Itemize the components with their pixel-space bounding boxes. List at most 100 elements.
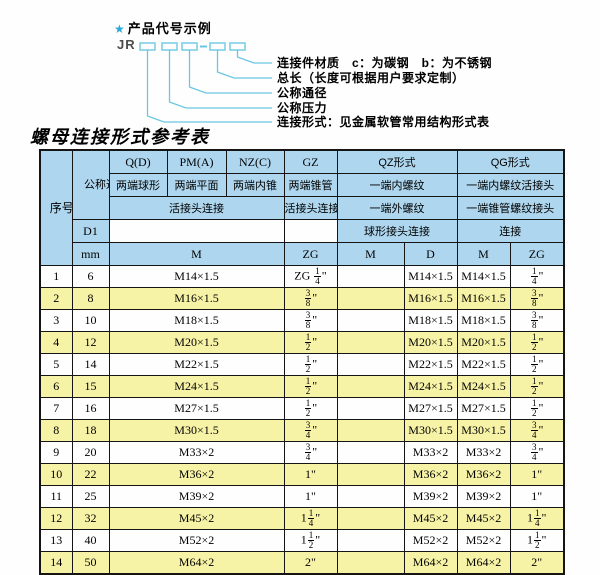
- qg-m-cell: M18×1.5: [456, 309, 511, 332]
- qz-d-cell: M27×1.5: [403, 397, 458, 420]
- qg-zg-cell: 1 1 2 ": [509, 529, 565, 552]
- qg-m-cell: M36×2: [456, 463, 511, 486]
- header-qg-desc: 一端内螺纹活接头: [456, 173, 565, 197]
- qg-m-cell: M22×1.5: [456, 353, 511, 376]
- m-cell: M33×2: [108, 441, 285, 464]
- callout-line-material: [236, 50, 272, 64]
- seq-cell: 7: [39, 397, 73, 420]
- seq-cell: 4: [39, 331, 73, 354]
- qg-m-cell: M30×1.5: [456, 419, 511, 442]
- header-q-desc: 两端球形: [108, 173, 168, 197]
- header-qg-row4: 连接: [456, 219, 565, 243]
- qz-m-cell: [336, 419, 405, 442]
- gz-cell: 3 4 ": [283, 441, 338, 464]
- table-row: 7 16 M27×1.5 1 2 " M27×1.5 M27×1.5 1 2 ": [39, 397, 565, 420]
- code-box: [161, 42, 178, 51]
- qz-d-cell: M33×2: [403, 441, 458, 464]
- dn-cell: 50: [71, 551, 110, 575]
- qz-d-cell: M24×1.5: [403, 375, 458, 398]
- code-box: [139, 42, 156, 51]
- star-icon: ★: [114, 22, 126, 36]
- qz-m-cell: [336, 353, 405, 376]
- callout-line-length: [216, 50, 272, 79]
- qz-d-cell: M39×2: [403, 485, 458, 508]
- header-qg-code: QG形式: [456, 149, 565, 174]
- empty-cell: [108, 219, 285, 243]
- dn-cell: 8: [71, 287, 110, 310]
- qg-m-cell: M64×2: [456, 551, 511, 575]
- qg-m-cell: M39×2: [456, 485, 511, 508]
- header-q-code: Q(D): [108, 149, 168, 174]
- qz-m-cell: [336, 331, 405, 354]
- qg-zg-cell: 1": [509, 463, 565, 486]
- callout-label-length: 总长（长度可根据用户要求定制）: [277, 71, 465, 85]
- table-row: 10 22 M36×2 1" M36×2 M36×2 1": [39, 463, 565, 486]
- m-cell: M14×1.5: [108, 265, 285, 288]
- gz-cell: 3 8 ": [283, 309, 338, 332]
- qz-d-cell: M14×1.5: [403, 265, 458, 288]
- gz-cell: ZG 1 4 ": [283, 265, 338, 288]
- table-row: 12 32 M45×2 1 1 4 " M45×2 M45×2 1 1 4 ": [39, 507, 565, 530]
- m-cell: M36×2: [108, 463, 285, 486]
- qz-m-cell: [336, 309, 405, 332]
- header-gz-unit: ZG: [283, 242, 338, 266]
- gz-cell: 3 8 ": [283, 287, 338, 310]
- dn-cell: 16: [71, 397, 110, 420]
- qg-zg-cell: 1": [509, 485, 565, 508]
- qg-zg-cell: 1 2 ": [509, 397, 565, 420]
- qz-d-cell: M64×2: [403, 551, 458, 575]
- qz-m-cell: [336, 265, 405, 288]
- dn-cell: 14: [71, 353, 110, 376]
- m-cell: M24×1.5: [108, 375, 285, 398]
- m-cell: M39×2: [108, 485, 285, 508]
- callout-line-pressure: [168, 50, 272, 109]
- seq-cell: 2: [39, 287, 73, 310]
- qg-m-cell: M45×2: [456, 507, 511, 530]
- m-cell: M18×1.5: [108, 309, 285, 332]
- qz-d-cell: M20×1.5: [403, 331, 458, 354]
- gz-cell: 1 2 ": [283, 375, 338, 398]
- seq-cell: 12: [39, 507, 73, 530]
- qz-m-cell: [336, 287, 405, 310]
- table-body: 1 6 M14×1.5 ZG 1 4 " M14×1.5 M14×1.5 1 4 " 2 8 M16×1.…: [39, 265, 565, 575]
- header-d1: D1: [71, 219, 110, 243]
- callout-line-diameter: [188, 50, 272, 94]
- header-qz-unit2: D: [403, 242, 458, 266]
- header-qg-unit1: M: [456, 242, 511, 266]
- dn-cell: 40: [71, 529, 110, 552]
- code-box: [209, 42, 226, 51]
- m-cell: M64×2: [108, 551, 285, 575]
- m-cell: M20×1.5: [108, 331, 285, 354]
- reference-table: 序号 公称通径 Q(D) PM(A) NZ(C) GZ QZ形式 QG形式 两端…: [39, 149, 565, 575]
- qz-m-cell: [336, 441, 405, 464]
- seq-cell: 1: [39, 265, 73, 288]
- table-row: 11 25 M39×2 1" M39×2 M39×2 1": [39, 485, 565, 508]
- seq-cell: 3: [39, 309, 73, 332]
- m-cell: M16×1.5: [108, 287, 285, 310]
- header-mm: mm: [71, 242, 110, 266]
- seq-cell: 8: [39, 419, 73, 442]
- qg-zg-cell: 1 2 ": [509, 375, 565, 398]
- seq-cell: 10: [39, 463, 73, 486]
- qz-m-cell: [336, 375, 405, 398]
- header-qg-unit2: ZG: [509, 242, 565, 266]
- header-gz-row3: 活接头连接: [283, 196, 338, 220]
- qg-m-cell: M52×2: [456, 529, 511, 552]
- qg-zg-cell: 3 4 ": [509, 441, 565, 464]
